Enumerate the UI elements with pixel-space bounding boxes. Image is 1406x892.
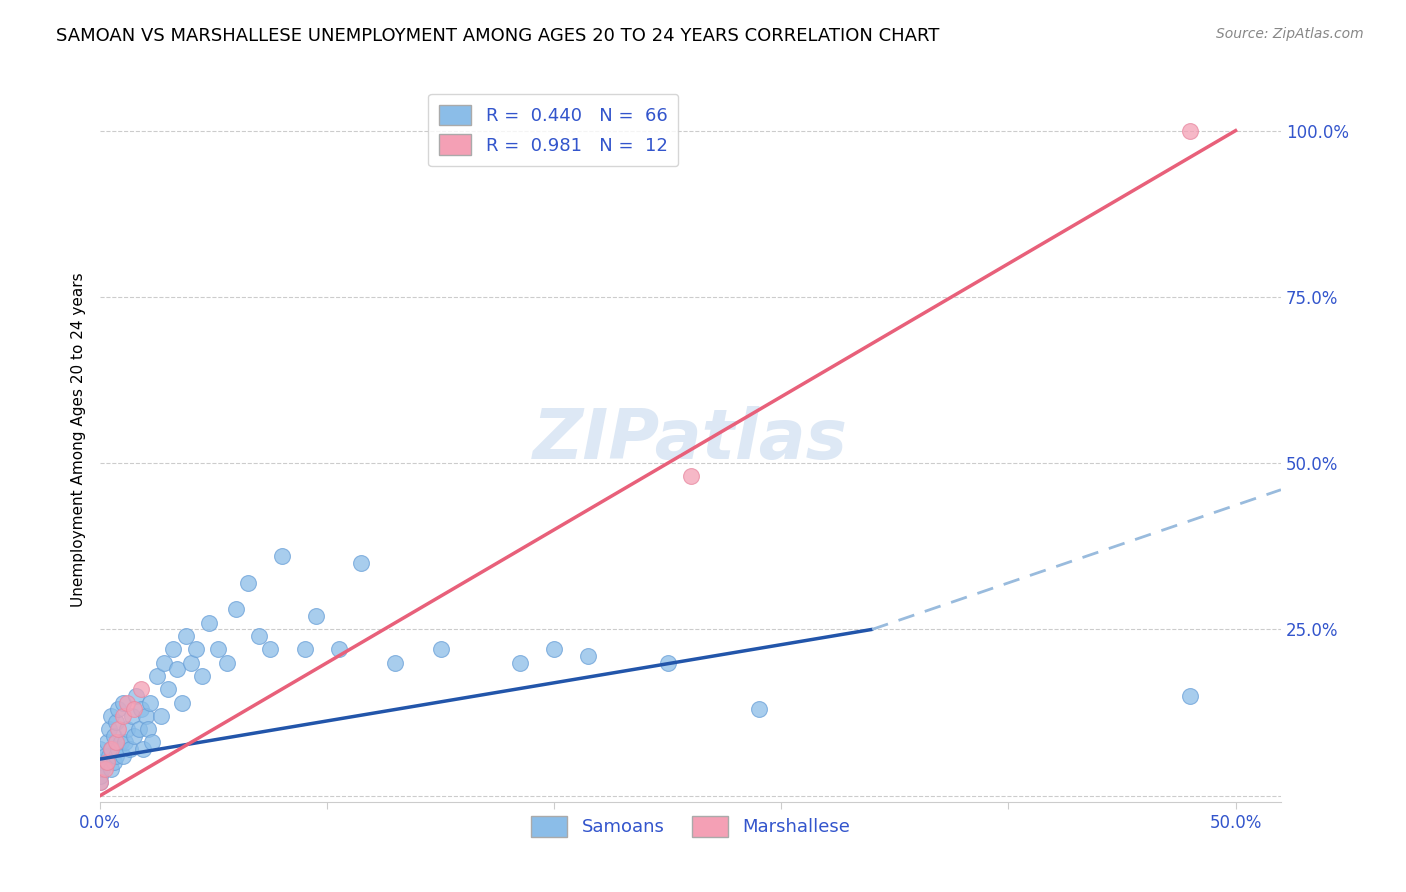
Point (217, 656, 239, 670)
Point (89, 756, 111, 770)
Point (150, 708, 173, 723)
Point (207, 642, 229, 657)
Point (576, 648, 599, 663)
Point (96, 735, 118, 749)
Point (1178, 689, 1201, 703)
Point (139, 696, 162, 710)
Point (105, 735, 128, 749)
Text: ZIPatlas: ZIPatlas (533, 407, 848, 474)
Point (132, 742, 155, 756)
Point (180, 656, 202, 670)
Point (100, 762, 122, 776)
Point (146, 669, 169, 683)
Y-axis label: Unemployment Among Ages 20 to 24 years: Unemployment Among Ages 20 to 24 years (72, 273, 86, 607)
Point (91, 762, 114, 776)
Point (121, 708, 143, 723)
Point (96, 756, 118, 770)
Point (384, 656, 406, 670)
Point (170, 696, 193, 710)
Legend: Samoans, Marshallese: Samoans, Marshallese (524, 809, 858, 844)
Point (110, 735, 132, 749)
Point (117, 696, 139, 710)
Point (96, 756, 118, 770)
Point (198, 615, 221, 630)
Point (122, 729, 145, 743)
Point (103, 729, 125, 743)
Point (89, 775, 111, 789)
Point (236, 575, 259, 590)
Point (105, 748, 128, 763)
Point (152, 656, 174, 670)
Point (93, 748, 115, 763)
Point (679, 469, 702, 483)
Text: SAMOAN VS MARSHALLESE UNEMPLOYMENT AMONG AGES 20 TO 24 YEARS CORRELATION CHART: SAMOAN VS MARSHALLESE UNEMPLOYMENT AMONG… (56, 27, 939, 45)
Point (129, 702, 152, 716)
Point (89, 769, 111, 783)
Point (305, 609, 328, 624)
Point (350, 556, 373, 570)
Point (184, 642, 207, 657)
Point (100, 742, 122, 756)
Point (105, 715, 128, 730)
Point (259, 642, 281, 657)
Point (166, 662, 188, 676)
Point (89, 742, 111, 756)
Point (429, 642, 451, 657)
Point (122, 702, 145, 716)
Point (125, 689, 148, 703)
Point (111, 748, 134, 763)
Point (89, 775, 111, 789)
Point (294, 642, 316, 657)
Point (100, 742, 122, 756)
Point (111, 696, 134, 710)
Point (100, 708, 122, 723)
Text: Source: ZipAtlas.com: Source: ZipAtlas.com (1216, 27, 1364, 41)
Point (129, 682, 152, 697)
Point (157, 682, 180, 697)
Point (270, 549, 292, 564)
Point (118, 742, 141, 756)
Point (225, 602, 247, 616)
Point (136, 722, 159, 736)
Point (657, 656, 679, 670)
Point (93, 762, 115, 776)
Point (509, 656, 531, 670)
Point (141, 735, 163, 749)
Point (107, 742, 129, 756)
Point (135, 708, 157, 723)
Point (162, 642, 184, 657)
Point (114, 735, 136, 749)
Point (98, 722, 121, 736)
Point (328, 642, 350, 657)
Point (176, 629, 198, 643)
Point (191, 669, 214, 683)
Point (543, 642, 565, 657)
Point (117, 722, 139, 736)
Point (1178, 123, 1201, 137)
Point (107, 722, 129, 736)
Point (748, 702, 770, 716)
Point (247, 629, 270, 643)
Point (103, 756, 125, 770)
Point (107, 702, 129, 716)
Point (98, 748, 121, 763)
Point (128, 722, 150, 736)
Point (111, 708, 134, 723)
